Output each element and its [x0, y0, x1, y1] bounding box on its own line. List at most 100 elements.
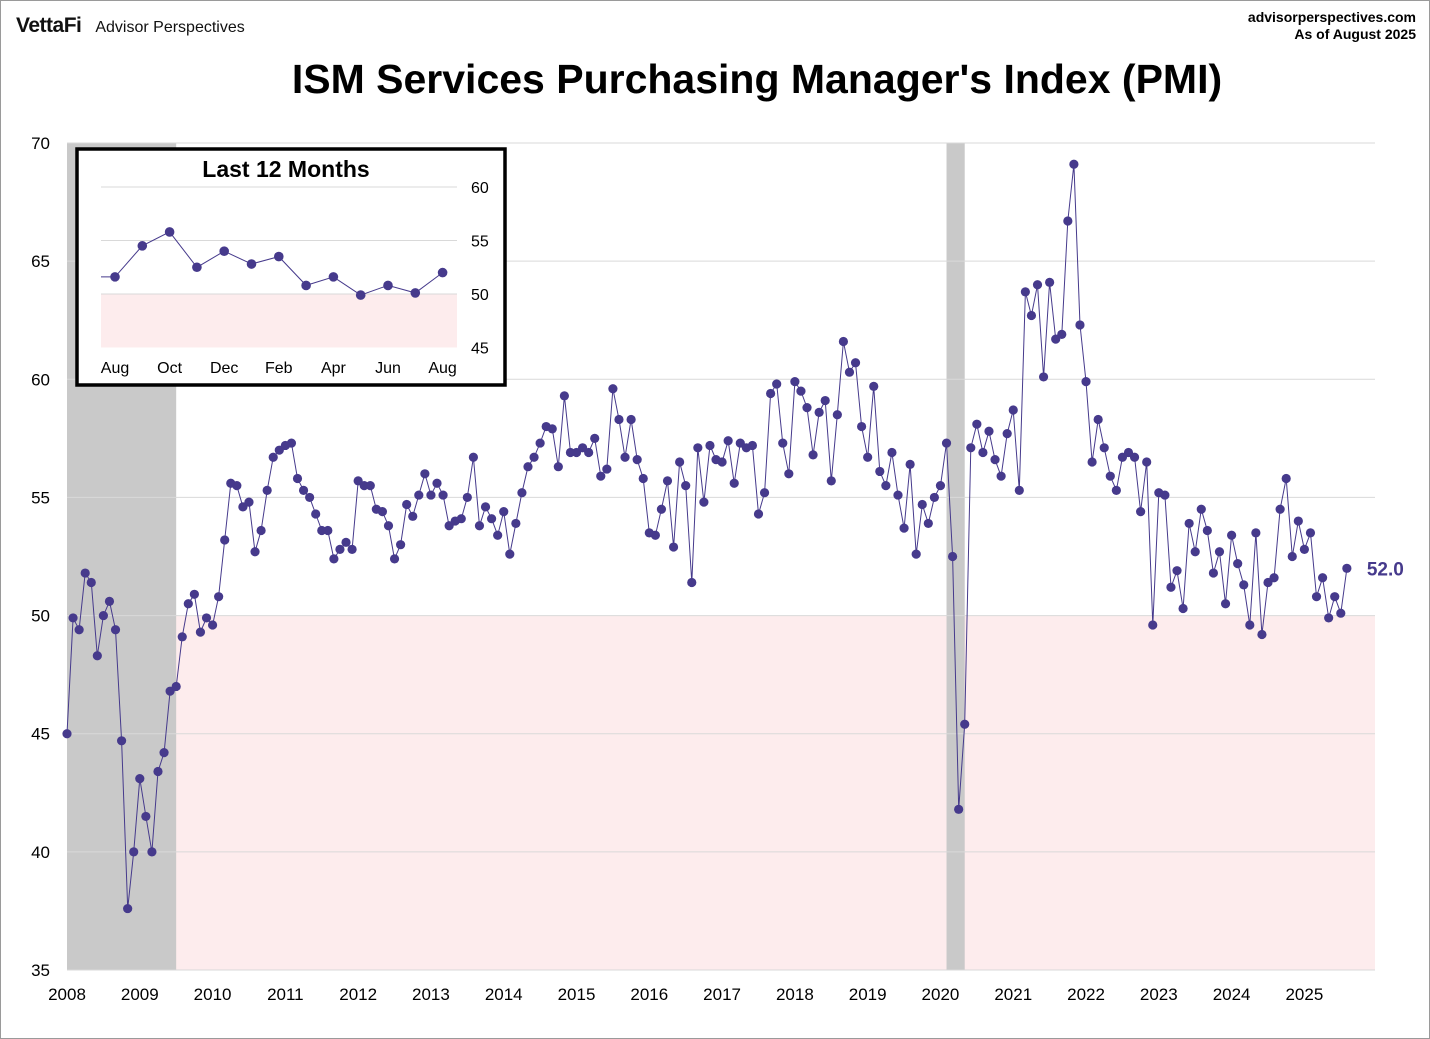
- data-point: [1008, 405, 1018, 415]
- data-point: [1087, 457, 1097, 467]
- data-point: [1227, 530, 1237, 540]
- data-point: [984, 426, 994, 436]
- as-of-date: As of August 2025: [1294, 26, 1416, 42]
- data-point: [1014, 485, 1024, 495]
- x-tick-label: 2025: [1285, 985, 1323, 1004]
- x-tick-label: 2008: [48, 985, 86, 1004]
- inset-box: [75, 147, 507, 387]
- data-point: [656, 504, 667, 514]
- data-point: [1239, 580, 1249, 590]
- x-tick-label: 2017: [703, 985, 741, 1004]
- data-point: [292, 473, 303, 484]
- data-point: [1136, 507, 1146, 517]
- data-point: [486, 514, 497, 524]
- y-tick-label: 55: [31, 488, 50, 507]
- data-point: [1148, 620, 1158, 630]
- data-point: [1214, 547, 1225, 557]
- inset-data-point: [164, 227, 175, 237]
- data-point: [232, 481, 242, 491]
- data-point: [68, 613, 78, 623]
- data-point: [966, 443, 976, 453]
- data-point: [905, 459, 915, 469]
- y-tick-label: 70: [31, 134, 50, 153]
- data-point: [899, 523, 909, 533]
- data-point: [844, 367, 855, 377]
- x-tick-label: 2021: [994, 985, 1032, 1004]
- data-point: [1202, 525, 1212, 536]
- data-point: [972, 419, 982, 429]
- data-point: [1330, 592, 1340, 602]
- inset-data-point: [355, 290, 366, 300]
- data-point: [396, 540, 406, 550]
- data-point: [820, 395, 830, 406]
- data-point: [1233, 558, 1243, 569]
- source-site[interactable]: advisorperspectives.com: [1247, 9, 1416, 25]
- data-point: [1142, 457, 1152, 467]
- data-point: [1184, 518, 1194, 529]
- data-point: [632, 455, 642, 465]
- data-point: [511, 518, 521, 529]
- y-tick-label: 40: [31, 843, 50, 862]
- inset-data-point: [301, 280, 311, 291]
- inset-y-tick-label: 60: [471, 180, 489, 197]
- data-point: [171, 681, 181, 692]
- data-point: [1257, 629, 1267, 640]
- data-point: [620, 452, 630, 462]
- data-point: [1032, 280, 1043, 290]
- inset-x-tick-label: Aug: [428, 360, 456, 377]
- data-point: [256, 525, 266, 536]
- inset-y-tick-label: 45: [471, 341, 489, 358]
- x-tick-label: 2022: [1067, 985, 1105, 1004]
- data-point: [832, 410, 842, 420]
- data-point: [1324, 613, 1334, 623]
- inset-data-point: [410, 288, 421, 298]
- data-point: [614, 414, 624, 425]
- data-point: [432, 478, 442, 488]
- data-point: [857, 421, 867, 432]
- x-tick-label: 2016: [630, 985, 668, 1004]
- data-point: [1105, 471, 1115, 481]
- data-point: [468, 452, 478, 462]
- data-point: [153, 766, 163, 777]
- data-point: [201, 613, 212, 623]
- data-point: [135, 774, 145, 784]
- data-point: [311, 509, 321, 519]
- data-point: [159, 748, 169, 758]
- inset-data-point: [137, 241, 148, 251]
- data-point: [323, 525, 333, 536]
- data-point: [753, 509, 764, 519]
- data-point: [935, 481, 946, 491]
- data-point: [863, 452, 873, 462]
- data-point: [305, 492, 315, 503]
- data-point: [1160, 490, 1170, 500]
- data-point: [1336, 608, 1346, 618]
- inset-data-point: [246, 259, 257, 269]
- inset-y-tick-label: 50: [471, 287, 489, 304]
- data-point: [402, 499, 412, 510]
- inset-data-point: [274, 251, 284, 262]
- data-point: [183, 599, 193, 609]
- data-point: [250, 547, 260, 557]
- last-value-label: 52.0: [1367, 559, 1404, 580]
- data-point: [493, 530, 503, 540]
- inset-data-point: [219, 246, 229, 256]
- x-tick-label: 2012: [339, 985, 377, 1004]
- y-tick-label: 35: [31, 961, 50, 980]
- y-tick-label: 60: [31, 370, 50, 389]
- data-point: [747, 440, 758, 451]
- brand-name: Advisor Perspectives: [95, 19, 245, 36]
- x-tick-label: 2019: [849, 985, 887, 1004]
- data-point: [1190, 547, 1200, 557]
- data-point: [104, 596, 115, 606]
- data-point: [869, 381, 879, 391]
- data-point: [1269, 573, 1279, 583]
- data-point: [608, 384, 618, 394]
- data-point: [1075, 320, 1085, 330]
- x-tick-label: 2018: [776, 985, 814, 1004]
- data-point: [1245, 620, 1255, 630]
- data-point: [1026, 310, 1037, 321]
- inset-data-point: [110, 272, 120, 282]
- data-point: [875, 466, 885, 477]
- data-point: [1002, 429, 1012, 439]
- data-point: [590, 433, 600, 443]
